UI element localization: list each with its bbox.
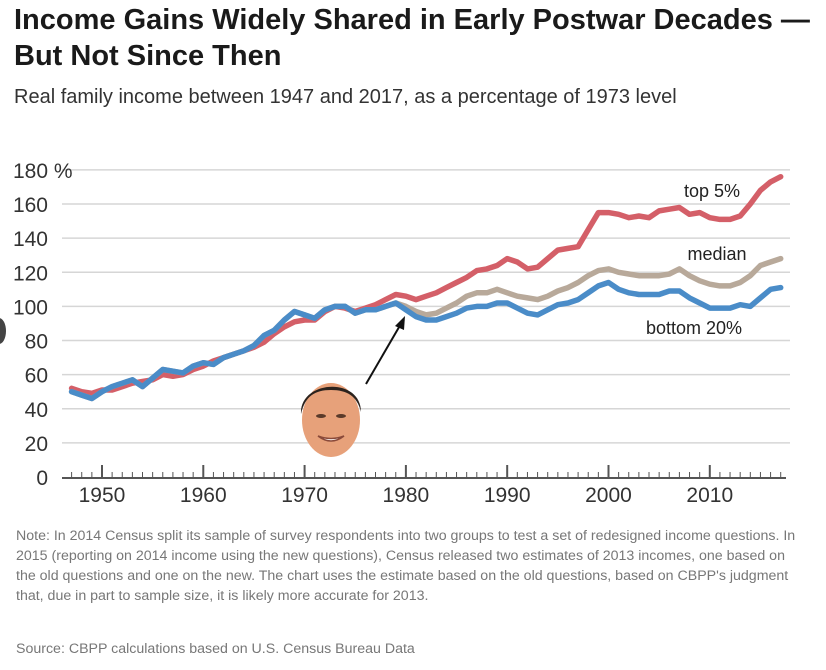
x-tick-label: 1950 [79, 484, 126, 507]
series-line-bottom-20- [68, 279, 784, 402]
series-labels: top 5% median bottom 20% [646, 181, 747, 338]
y-tick-label: 120 [13, 262, 48, 285]
chart-note: Note: In 2014 Census split its sample of… [16, 528, 796, 604]
x-axis: 1950 1960 1970 1980 1990 2000 2010 [62, 465, 786, 507]
series-label: top 5% [684, 181, 740, 201]
y-tick-label: 60 [25, 365, 48, 388]
x-tick-label: 1970 [281, 484, 328, 507]
x-tick-label: 2010 [686, 484, 733, 507]
chart-source: Source: CBPP calculations based on U.S. … [16, 641, 415, 657]
series-line-top-5- [68, 173, 784, 397]
chart-title: Income Gains Widely Shared in Early Post… [14, 4, 810, 72]
series-label: bottom 20% [646, 318, 742, 338]
y-tick-label: 20 [25, 433, 48, 456]
y-tick-label: 180 % [13, 160, 73, 183]
y-tick-label: 0 [36, 467, 48, 490]
portrait-face-icon [300, 383, 361, 457]
x-tick-label: 1980 [383, 484, 430, 507]
y-tick-label: 100 [13, 296, 48, 319]
series-lines [68, 173, 784, 402]
y-tick-label: 40 [25, 399, 48, 422]
y-tick-label: 160 [13, 194, 48, 217]
x-tick-label: 1960 [180, 484, 227, 507]
chart-subtitle: Real family income between 1947 and 2017… [14, 86, 677, 108]
annotation-arrow [365, 316, 405, 385]
x-tick-label: 2000 [585, 484, 632, 507]
x-tick-label: 1990 [484, 484, 531, 507]
y-axis-ticks: 0 20 40 60 80 100 120 140 160 180 % [13, 160, 73, 490]
y-tick-label: 140 [13, 228, 48, 251]
series-label: median [687, 244, 746, 264]
y-tick-label: 80 [25, 331, 48, 354]
window-edge-handle [0, 318, 6, 344]
